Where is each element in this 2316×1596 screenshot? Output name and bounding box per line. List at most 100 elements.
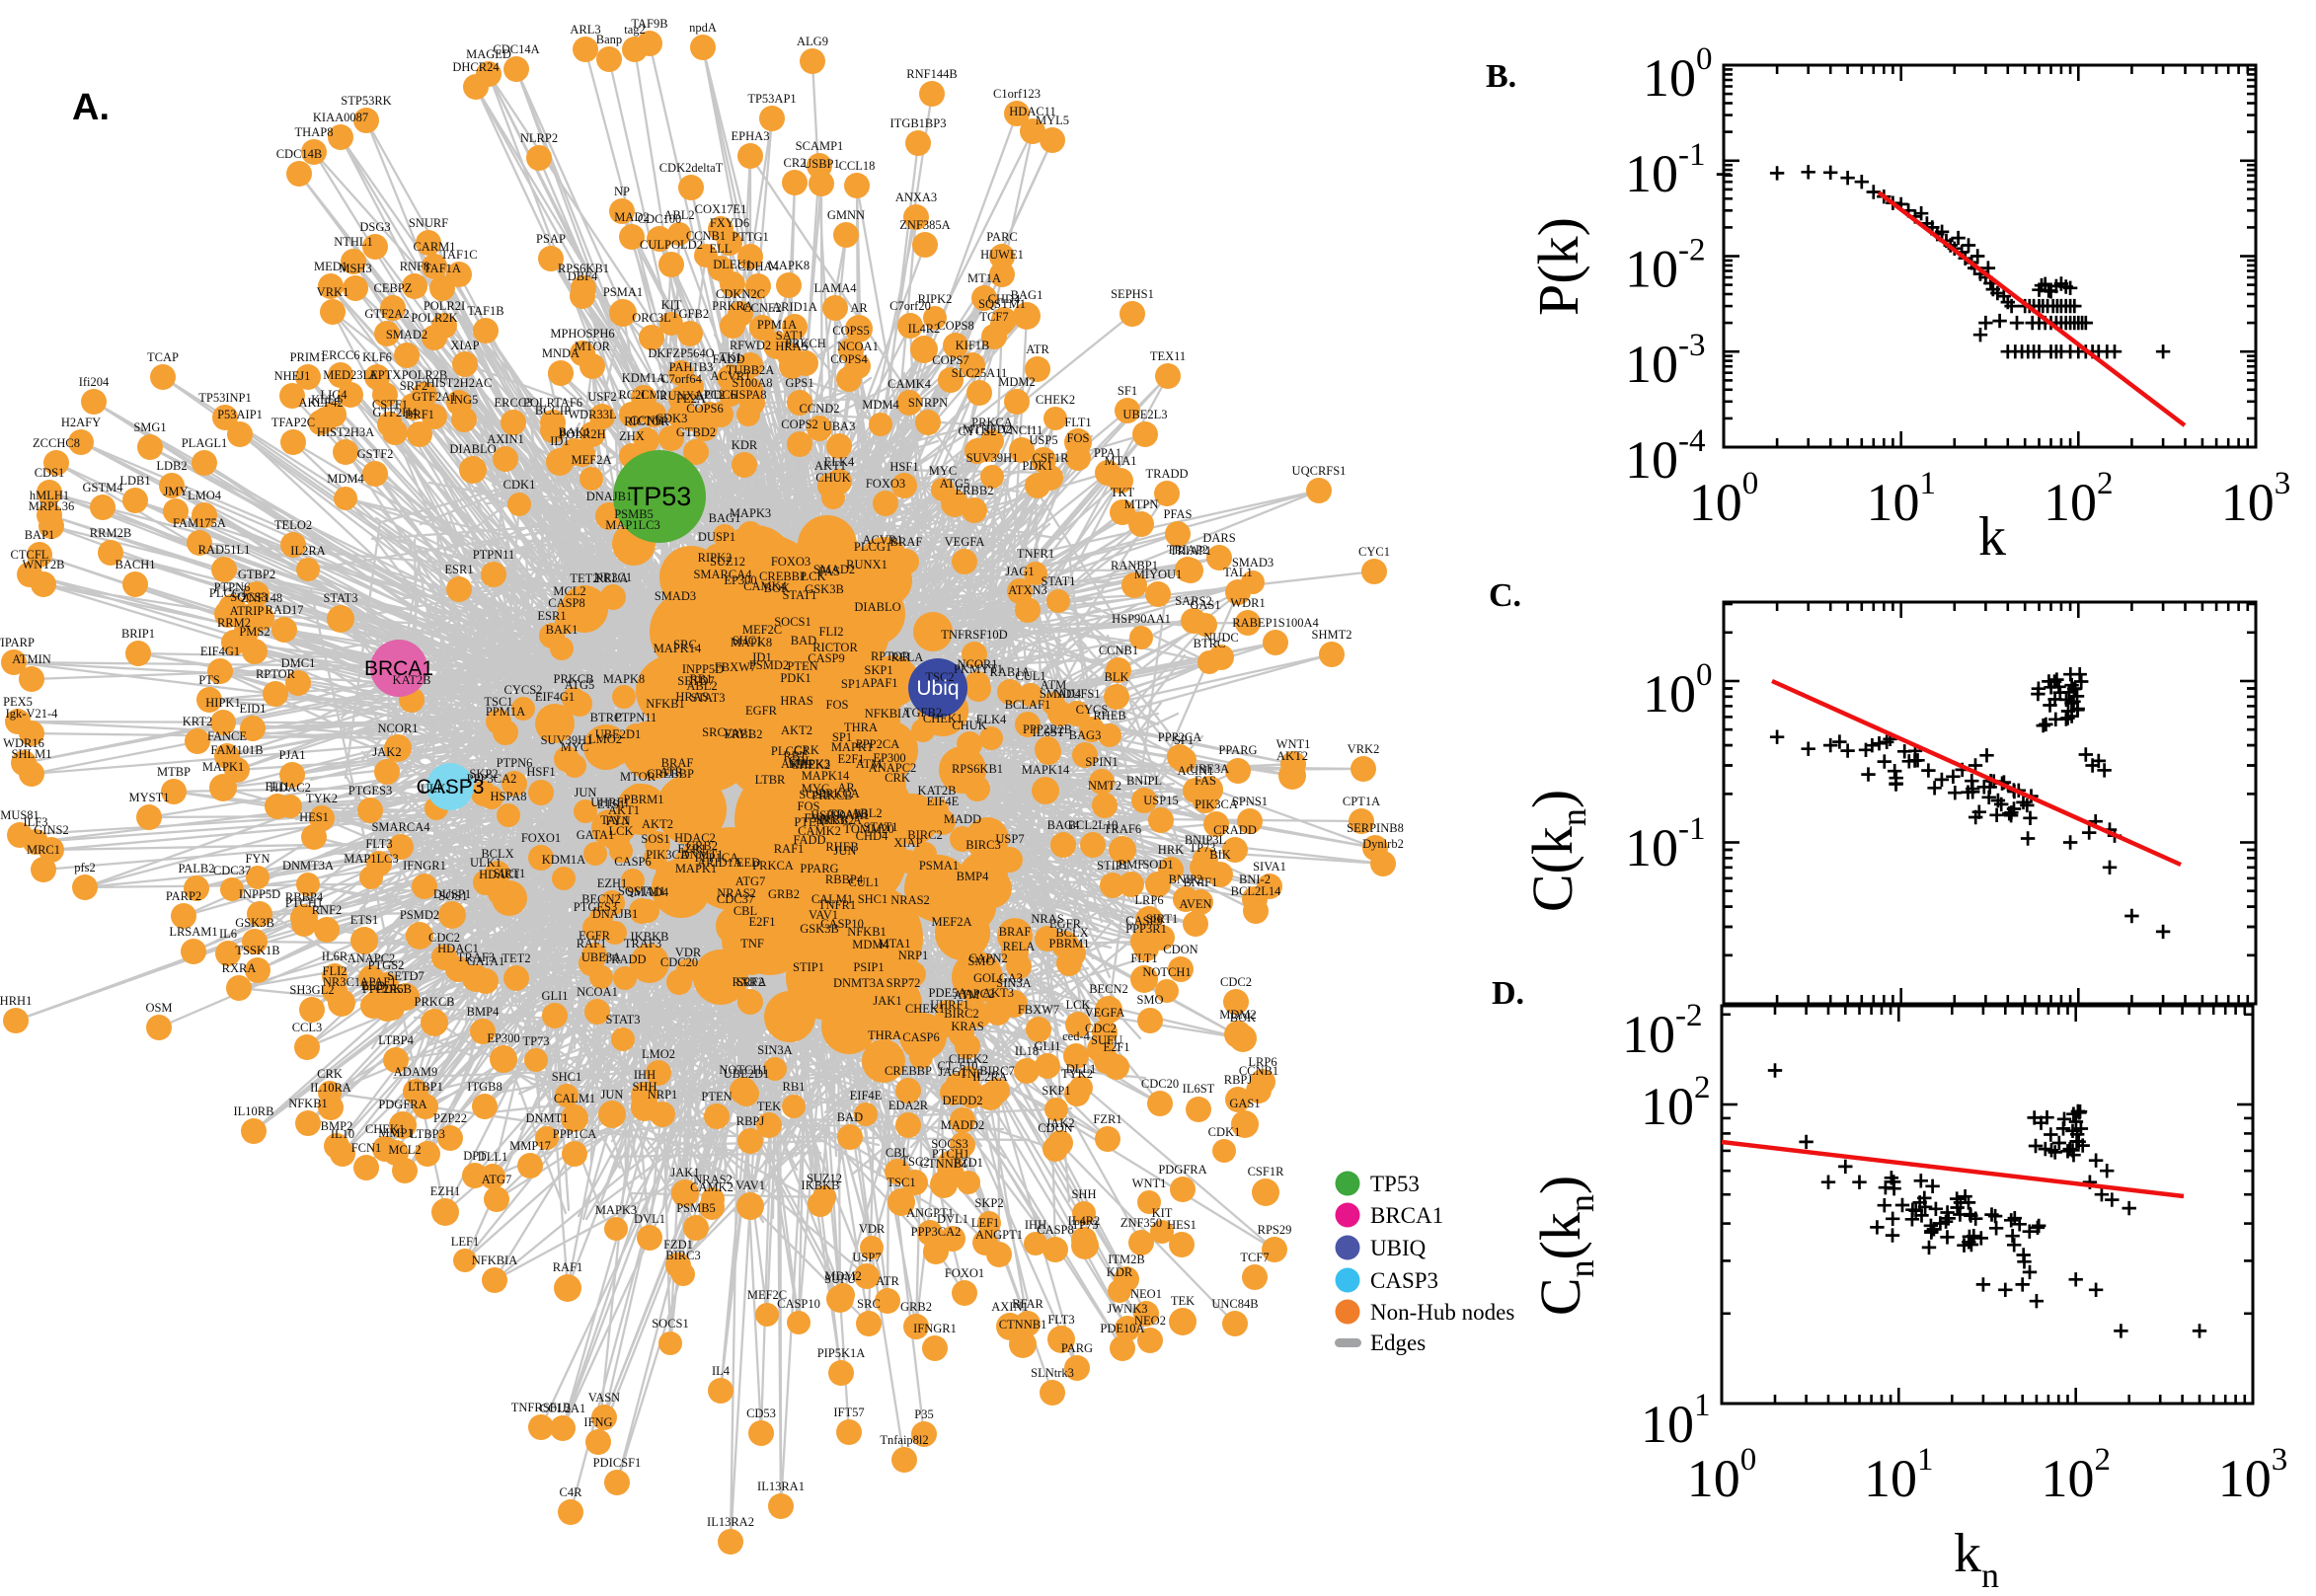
svg-text:SETD7: SETD7 [677, 674, 715, 688]
svg-text:PTPN11: PTPN11 [615, 711, 657, 724]
svg-text:A.: A. [72, 87, 110, 128]
svg-text:USP5: USP5 [1029, 433, 1057, 447]
svg-text:NR3C1: NR3C1 [594, 570, 632, 584]
svg-text:SUZ12: SUZ12 [710, 555, 745, 569]
svg-text:SERPINB8: SERPINB8 [1347, 821, 1404, 835]
svg-text:MAPK3: MAPK3 [595, 1203, 637, 1217]
svg-text:GMNN: GMNN [827, 208, 865, 222]
svg-text:SOS1: SOS1 [641, 832, 669, 846]
svg-text:GLI1: GLI1 [541, 989, 568, 1003]
svg-text:SP1: SP1 [841, 677, 861, 691]
svg-text:Ifi204: Ifi204 [79, 375, 110, 389]
svg-text:UQCRFS1: UQCRFS1 [1292, 464, 1347, 478]
svg-text:Dynlrb2: Dynlrb2 [1362, 837, 1404, 851]
svg-text:TRAF6: TRAF6 [1104, 822, 1141, 836]
svg-text:VRK2: VRK2 [1348, 742, 1380, 756]
svg-text:CBL: CBL [733, 904, 757, 918]
svg-text:IL2RA: IL2RA [290, 544, 325, 558]
svg-text:CUL1: CUL1 [1015, 669, 1045, 683]
svg-text:PTCH1: PTCH1 [285, 896, 323, 910]
svg-text:ELK4: ELK4 [824, 455, 855, 469]
svg-text:IL10RB: IL10RB [234, 1104, 274, 1118]
svg-text:EPHA3: EPHA3 [732, 129, 770, 143]
svg-text:FOS: FOS [826, 698, 849, 712]
svg-text:H2AFY: H2AFY [61, 416, 101, 429]
svg-text:BAG4: BAG4 [1047, 818, 1080, 832]
svg-text:VDR: VDR [859, 1222, 886, 1236]
svg-text:PSIP1: PSIP1 [853, 960, 884, 974]
svg-text:HDAC1: HDAC1 [437, 942, 479, 955]
svg-text:TEK: TEK [757, 1100, 781, 1113]
svg-text:P35: P35 [914, 1407, 933, 1421]
svg-text:FAS: FAS [1195, 774, 1216, 788]
svg-text:FZD1: FZD1 [663, 1238, 693, 1252]
svg-text:NCOA1: NCOA1 [577, 985, 618, 999]
svg-text:CREBBP: CREBBP [885, 1064, 932, 1078]
svg-text:pfs2: pfs2 [74, 861, 96, 874]
svg-text:ESR1: ESR1 [537, 609, 566, 623]
svg-text:NFKB1: NFKB1 [847, 925, 887, 939]
svg-text:HSPA8: HSPA8 [730, 388, 766, 402]
svg-text:FANCE: FANCE [207, 729, 247, 743]
svg-text:COPS7: COPS7 [932, 353, 969, 367]
svg-text:FZR1: FZR1 [1093, 1112, 1121, 1126]
svg-text:PPP2CA: PPP2CA [1158, 730, 1201, 744]
svg-text:UBA3: UBA3 [823, 419, 856, 433]
svg-text:HSP90AA1: HSP90AA1 [1112, 612, 1171, 626]
svg-text:PZP22: PZP22 [433, 1111, 467, 1125]
svg-text:GAS1: GAS1 [1229, 1097, 1260, 1110]
svg-text:ANAPC2: ANAPC2 [347, 951, 396, 965]
svg-text:VASN: VASN [588, 1391, 620, 1405]
svg-text:RXRA: RXRA [733, 975, 767, 989]
svg-text:TAF1B: TAF1B [467, 304, 503, 318]
svg-text:MAPK8: MAPK8 [603, 672, 645, 686]
svg-text:LDB2: LDB2 [156, 459, 187, 473]
svg-text:BRIP1: BRIP1 [121, 627, 155, 641]
svg-text:MEF2C: MEF2C [747, 1288, 787, 1302]
svg-text:DNAJB1: DNAJB1 [586, 490, 633, 503]
svg-text:PDK1: PDK1 [780, 671, 811, 685]
svg-text:LCK: LCK [802, 570, 826, 583]
svg-text:ZCCHC8: ZCCHC8 [33, 436, 80, 450]
svg-text:SRP72: SRP72 [887, 976, 921, 990]
svg-text:AKT2: AKT2 [781, 723, 812, 737]
svg-text:ESR1: ESR1 [444, 563, 473, 576]
svg-text:FLT3: FLT3 [1047, 1313, 1074, 1327]
svg-text:RICTOR: RICTOR [624, 415, 669, 428]
svg-text:MYL5: MYL5 [1036, 114, 1069, 127]
svg-text:C4R: C4R [560, 1485, 583, 1499]
svg-text:PALB2: PALB2 [178, 862, 214, 875]
svg-text:GTF2A2: GTF2A2 [364, 307, 409, 321]
svg-text:HIST2H3A: HIST2H3A [317, 425, 374, 439]
svg-text:CASP8: CASP8 [548, 596, 585, 610]
svg-text:CALM1: CALM1 [811, 892, 853, 906]
svg-text:RHEB: RHEB [1093, 709, 1125, 722]
svg-text:GAS1: GAS1 [1190, 598, 1220, 612]
svg-text:FLT1: FLT1 [1064, 416, 1091, 429]
svg-text:WNT1: WNT1 [1132, 1177, 1167, 1190]
svg-text:STIP1: STIP1 [1097, 859, 1128, 873]
svg-text:EIF4G1: EIF4G1 [200, 645, 240, 658]
svg-text:FLI2: FLI2 [819, 625, 844, 639]
svg-text:CCL18: CCL18 [839, 159, 876, 173]
svg-text:KRAS: KRAS [951, 1020, 983, 1033]
svg-text:HSF1: HSF1 [889, 460, 918, 474]
svg-text:USF2: USF2 [587, 390, 616, 404]
svg-text:NEO1: NEO1 [1130, 1287, 1162, 1301]
svg-text:KDM1A: KDM1A [622, 371, 665, 385]
svg-text:DLL1: DLL1 [478, 1150, 508, 1164]
svg-text:TRIAP2: TRIAP2 [1167, 543, 1208, 557]
svg-text:RBPJ: RBPJ [736, 1114, 765, 1128]
svg-text:DNMT3A: DNMT3A [833, 976, 885, 990]
svg-text:TSSK1B: TSSK1B [235, 944, 279, 957]
svg-text:RICTOR: RICTOR [812, 641, 858, 654]
svg-text:EIF4G1: EIF4G1 [535, 690, 575, 704]
svg-text:SOD1: SOD1 [1142, 858, 1173, 872]
svg-text:MADD: MADD [944, 812, 981, 826]
svg-text:SKP1: SKP1 [864, 663, 892, 677]
svg-text:SHMT2: SHMT2 [1312, 628, 1352, 642]
svg-text:CHUK: CHUK [815, 471, 850, 485]
svg-text:ATMIN: ATMIN [12, 652, 51, 666]
svg-text:SMAD3: SMAD3 [655, 589, 696, 603]
svg-text:ADAM9: ADAM9 [394, 1065, 437, 1079]
